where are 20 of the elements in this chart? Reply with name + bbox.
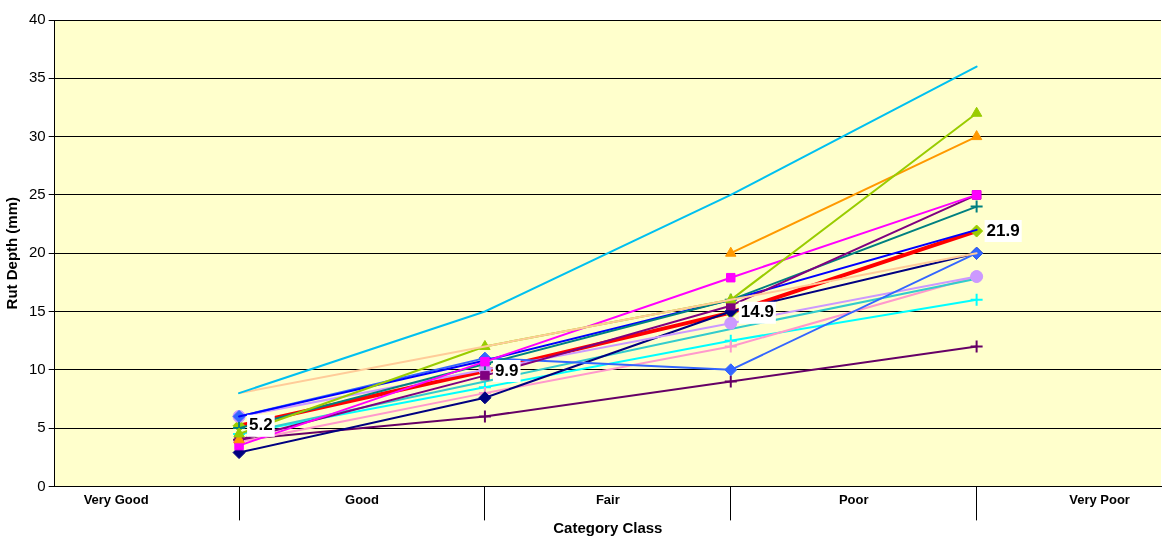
x-tick-label: Fair (595, 491, 620, 507)
y-axis-title: Rut Depth (mm) (3, 196, 21, 310)
y-tick-label: 40 (29, 10, 46, 28)
x-axis-title: Category Class (553, 519, 663, 537)
data-label: 9.9 (494, 360, 519, 380)
y-tick-label: 20 (29, 243, 46, 261)
data-label: 21.9 (986, 220, 1020, 240)
y-tick-label: 10 (29, 359, 46, 377)
x-tick-label: Very Good (83, 491, 149, 507)
y-tick-label: 35 (29, 68, 46, 86)
x-tick-label: Very Poor (1069, 491, 1130, 507)
y-tick-label: 15 (29, 301, 46, 319)
y-tick-label: 5 (37, 418, 46, 436)
y-tick-label: 30 (29, 126, 46, 144)
data-label: 5.2 (249, 415, 273, 435)
x-tick-label: Good (345, 491, 380, 507)
x-tick-label: Poor (838, 491, 869, 507)
data-label: 14.9 (740, 302, 774, 322)
y-tick-label: 25 (29, 185, 46, 203)
y-tick-label: 0 (37, 476, 46, 494)
